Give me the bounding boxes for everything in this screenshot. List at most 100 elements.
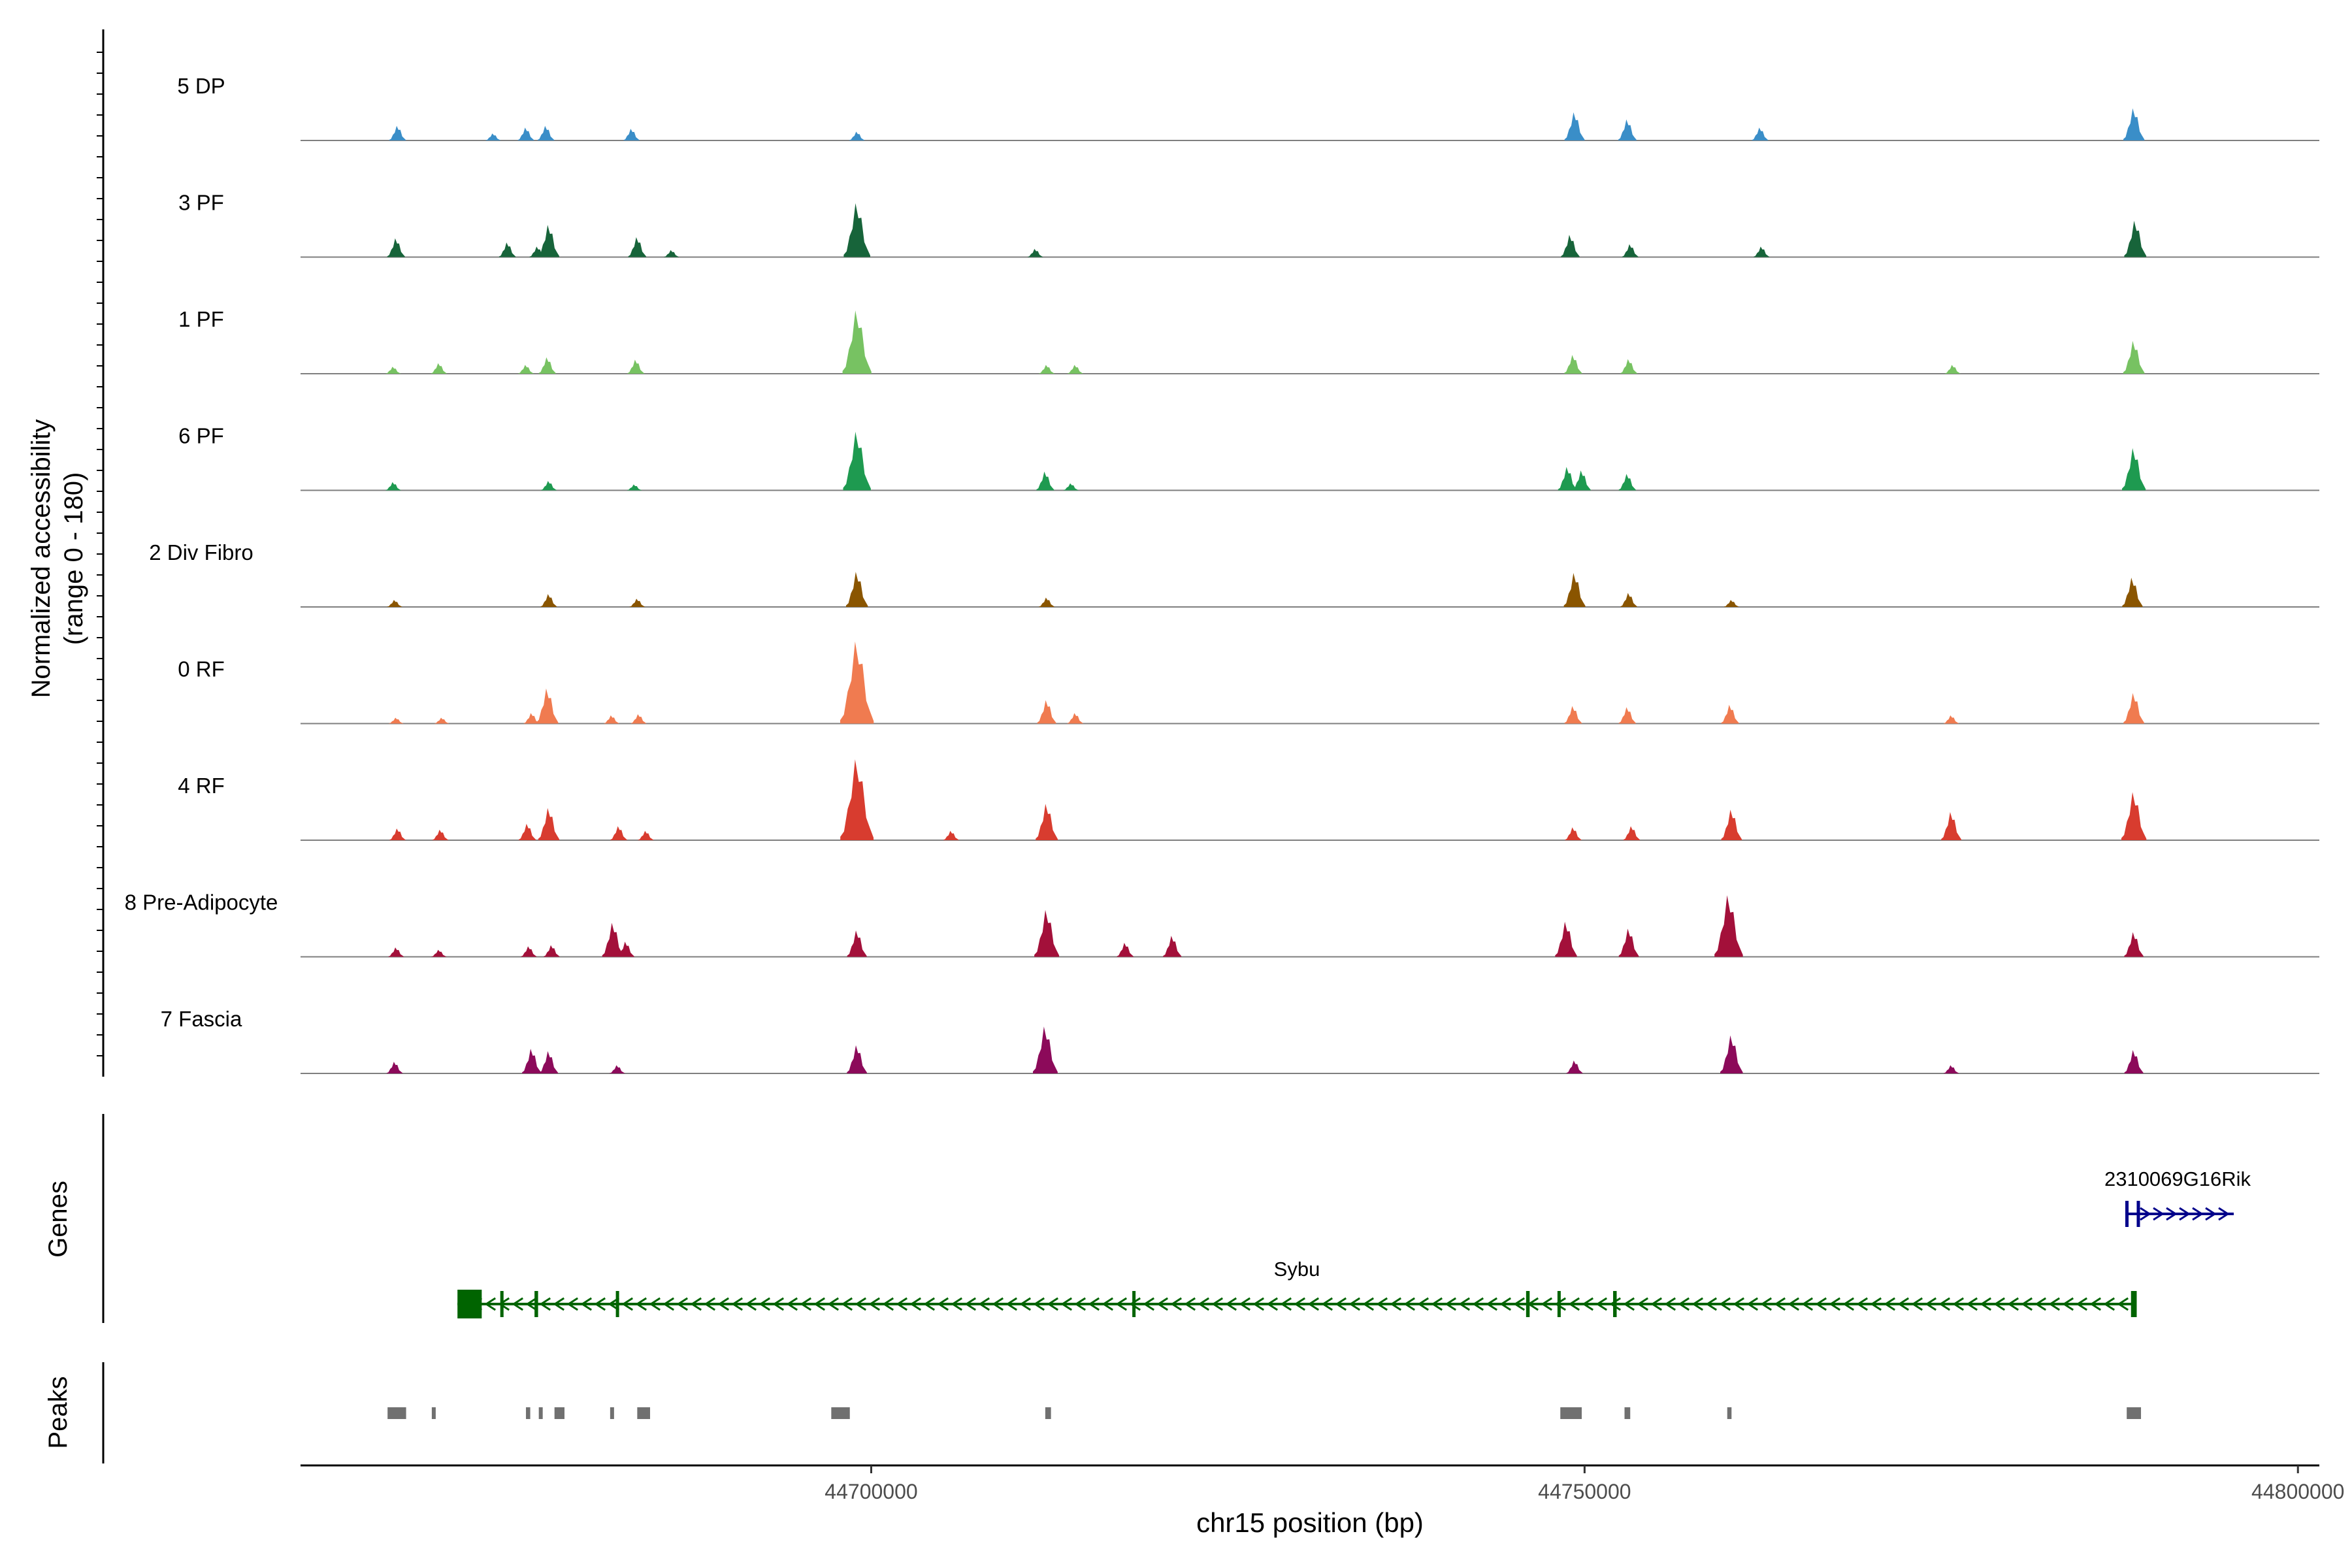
- gene-exon: [500, 1291, 504, 1317]
- gene-exon: [1132, 1291, 1136, 1317]
- coverage-peak: [387, 238, 405, 257]
- strand-arrow: [2076, 1297, 2088, 1311]
- gene-exon: [534, 1291, 538, 1317]
- strand-arrow: [1431, 1297, 1443, 1311]
- coverage-peak: [1618, 119, 1637, 140]
- coverage-peak: [1944, 1065, 1959, 1073]
- strand-arrow: [1198, 1297, 1210, 1311]
- strand-arrow: [1925, 1297, 1937, 1311]
- coverage-peak: [544, 945, 560, 957]
- coverage-peak: [602, 923, 624, 957]
- strand-arrow: [1074, 1297, 1086, 1311]
- coverage-peak: [943, 830, 959, 840]
- y-axis-title: Normalized accessibility: [27, 419, 56, 698]
- strand-arrow: [621, 1297, 634, 1311]
- strand-arrow: [896, 1297, 908, 1311]
- strand-arrow: [800, 1297, 812, 1311]
- strand-arrow: [1911, 1297, 1923, 1311]
- strand-arrow: [841, 1297, 853, 1311]
- track-5-dp: 5 DP: [177, 74, 2319, 141]
- track-label: 5 DP: [177, 74, 225, 98]
- strand-arrow: [1019, 1297, 1032, 1311]
- coverage-peak: [1566, 1060, 1583, 1073]
- coverage-peak: [517, 127, 534, 140]
- coverage-peak: [538, 225, 560, 257]
- coverage-peak: [849, 131, 865, 140]
- strand-arrow: [1746, 1297, 1759, 1311]
- gene-exon: [2136, 1201, 2140, 1227]
- coverage-peak: [627, 484, 642, 491]
- strand-arrow: [484, 1297, 497, 1311]
- strand-arrow: [1486, 1297, 1498, 1311]
- x-axis-title: chr15 position (bp): [1196, 1507, 1424, 1538]
- strand-arrow: [1815, 1297, 1827, 1311]
- coverage-peak: [1036, 471, 1054, 491]
- strand-arrow: [1870, 1297, 1882, 1311]
- strand-arrow: [1376, 1297, 1388, 1311]
- strand-arrow: [1033, 1297, 1045, 1311]
- strand-arrow: [1582, 1297, 1594, 1311]
- coverage-peak: [1620, 359, 1637, 374]
- gene-annotation-track: Sybu 2310069G16Rik: [457, 1168, 2251, 1318]
- strand-arrow: [1733, 1297, 1745, 1311]
- coverage-peak: [522, 1049, 542, 1073]
- coverage-peak: [1037, 700, 1056, 724]
- strand-arrow: [512, 1297, 524, 1311]
- coverage-peak: [1036, 804, 1058, 840]
- coverage-peak: [1944, 715, 1959, 724]
- strand-arrow: [1623, 1297, 1635, 1311]
- coverage-peak: [388, 947, 404, 957]
- coverage-peak: [627, 359, 644, 374]
- strand-arrow: [2117, 1297, 2129, 1311]
- strand-arrow: [909, 1297, 922, 1311]
- strand-arrow: [1390, 1297, 1402, 1311]
- strand-arrow: [1650, 1297, 1663, 1311]
- strand-arrow: [1719, 1297, 1731, 1311]
- coverage-peak: [538, 808, 560, 840]
- coverage-peak: [1063, 483, 1079, 491]
- peak-region: [1560, 1407, 1582, 1419]
- coverage-peak: [847, 1045, 867, 1073]
- coverage-peak: [843, 203, 870, 257]
- coverage-peak: [617, 941, 634, 957]
- strand-arrow: [1884, 1297, 1896, 1311]
- strand-arrow: [580, 1297, 593, 1311]
- strand-arrow: [1129, 1297, 1141, 1311]
- strand-arrow: [855, 1297, 867, 1311]
- strand-arrow: [1335, 1297, 1347, 1311]
- strand-arrow: [1417, 1297, 1429, 1311]
- strand-arrow: [1307, 1297, 1320, 1311]
- strand-arrow: [1637, 1297, 1649, 1311]
- strand-arrow: [978, 1297, 990, 1311]
- x-tick-label: 44700000: [825, 1480, 917, 1503]
- coverage-peak: [389, 717, 404, 724]
- track-1-pf: 1 PF: [178, 307, 2319, 374]
- peak-region: [387, 1407, 406, 1419]
- track-label: 4 RF: [178, 774, 225, 798]
- coverage-peak: [845, 572, 868, 607]
- coverage-peak: [521, 946, 537, 957]
- peaks-track: [387, 1407, 2142, 1419]
- strand-arrow: [1609, 1297, 1622, 1311]
- strand-arrow: [1691, 1297, 1704, 1311]
- coverage-peak: [2123, 108, 2145, 140]
- strand-arrow: [566, 1297, 579, 1311]
- strand-arrow: [1678, 1297, 1690, 1311]
- strand-arrow: [1856, 1297, 1869, 1311]
- peak-region: [610, 1407, 614, 1419]
- strand-arrow: [923, 1297, 936, 1311]
- strand-arrow: [1788, 1297, 1800, 1311]
- coverage-peak: [610, 1065, 625, 1073]
- peak-region: [554, 1407, 564, 1419]
- coverage-peak: [541, 481, 557, 491]
- strand-arrow: [1060, 1297, 1073, 1311]
- coverage-peak: [485, 133, 501, 140]
- coverage-peak: [604, 715, 619, 724]
- coverage-peak: [2123, 693, 2144, 724]
- strand-arrow: [2007, 1297, 2019, 1311]
- strand-arrow: [1211, 1297, 1224, 1311]
- coverage-peak: [1720, 1035, 1743, 1073]
- strand-arrow: [635, 1297, 647, 1311]
- strand-arrow: [1321, 1297, 1333, 1311]
